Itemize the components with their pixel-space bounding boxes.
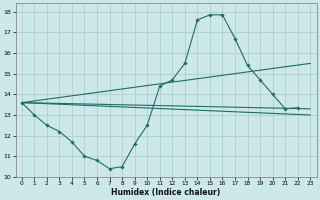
X-axis label: Humidex (Indice chaleur): Humidex (Indice chaleur) <box>111 188 221 197</box>
